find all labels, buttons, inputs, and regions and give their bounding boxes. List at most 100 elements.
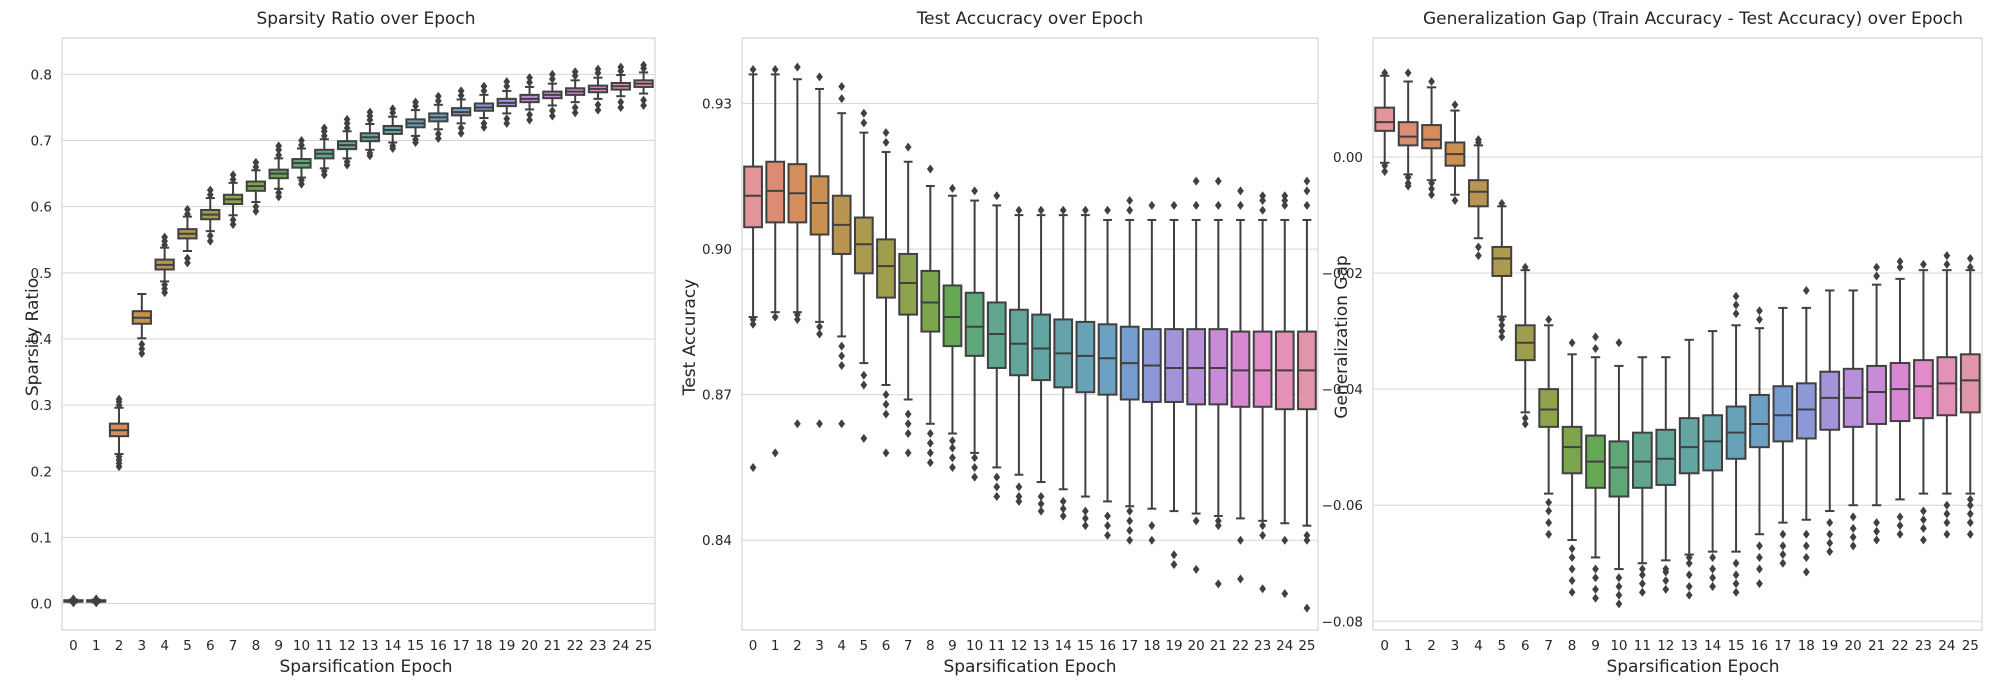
outlier-marker [548, 69, 556, 79]
x-tick-label: 6 [1521, 638, 1530, 654]
outlier-marker [1281, 200, 1289, 210]
outlier-marker [138, 344, 146, 354]
outlier-marker [1966, 518, 1974, 528]
outlier-marker [1428, 178, 1435, 188]
outlier-marker [1685, 570, 1693, 580]
box-21 [1208, 176, 1229, 589]
box-body [765, 160, 786, 224]
x-tick-label: 16 [430, 638, 447, 654]
x-tick-label: 2 [115, 638, 124, 654]
y-tick-label: 0.6 [31, 200, 52, 216]
outlier-marker [457, 86, 465, 96]
outlier-marker [1943, 509, 1951, 519]
x-tick-label: 20 [1845, 638, 1862, 654]
outlier-marker [1732, 309, 1740, 319]
outlier-marker [184, 258, 191, 268]
outlier-marker [640, 100, 647, 110]
box-body [1866, 364, 1887, 425]
x-tick-label: 7 [1544, 638, 1553, 654]
outlier-marker [771, 312, 779, 322]
outlier-marker [838, 351, 846, 361]
outlier-marker [1826, 547, 1834, 557]
outlier-marker [412, 134, 419, 144]
box-12 [1655, 356, 1677, 594]
outlier-marker [838, 341, 846, 351]
box-7 [1538, 314, 1560, 539]
outlier-marker [1966, 494, 1974, 504]
outlier-marker [320, 131, 328, 141]
outlier-marker [115, 452, 123, 462]
outlier-marker [526, 77, 533, 87]
x-tick-label: 7 [229, 638, 238, 654]
outlier-marker [184, 253, 191, 263]
outlier-marker [1192, 176, 1200, 186]
box-body [986, 301, 1007, 369]
outlier-marker [1104, 511, 1111, 521]
box-17 [1119, 196, 1140, 545]
outlier-marker [1849, 523, 1857, 533]
y-tick-label: 0.8 [31, 67, 52, 83]
x-tick-label: 20 [521, 638, 538, 654]
y-tick-label: 0.84 [702, 533, 732, 549]
y-tick-label: 0.5 [31, 266, 52, 282]
outlier-marker [366, 107, 374, 117]
outlier-marker [904, 428, 912, 438]
x-tick-label: 24 [1938, 638, 1955, 654]
outlier-marker [1685, 581, 1693, 591]
outlier-marker [860, 118, 868, 128]
outlier-marker [882, 137, 890, 147]
outlier-marker [1059, 205, 1067, 215]
outlier-marker [1498, 320, 1506, 330]
box-23 [1913, 259, 1934, 545]
outlier-marker [571, 102, 579, 112]
outlier-marker [389, 104, 397, 114]
outlier-marker [860, 433, 868, 443]
box-body [1397, 121, 1419, 147]
outlier-marker [434, 91, 442, 101]
outlier-marker [571, 108, 579, 118]
x-tick-label: 18 [1143, 638, 1160, 654]
outlier-marker [1873, 271, 1880, 281]
box-7 [898, 142, 919, 458]
box-17 [451, 86, 472, 138]
x-tick-label: 19 [1821, 638, 1838, 654]
outlier-marker [1802, 567, 1810, 577]
outlier-marker [457, 128, 465, 138]
outlier-marker [1126, 526, 1134, 536]
outlier-marker [1170, 200, 1178, 210]
box-10 [964, 186, 985, 482]
box-9 [1585, 332, 1606, 603]
outlier-marker [1966, 500, 1974, 510]
outlier-marker [860, 380, 868, 390]
outlier-marker [1849, 512, 1857, 522]
outlier-marker [1732, 587, 1740, 597]
box-10 [291, 136, 312, 189]
x-tick-label: 1 [1404, 638, 1413, 654]
outlier-marker [1059, 496, 1067, 506]
outlier-marker [480, 86, 488, 96]
outlier-marker [1126, 535, 1134, 545]
outlier-marker [971, 186, 978, 196]
box-body [1959, 353, 1981, 414]
outlier-marker [1281, 589, 1289, 599]
box-body [1031, 313, 1051, 382]
outlier-marker [1592, 573, 1599, 583]
box-0 [63, 594, 84, 608]
box-15 [1725, 291, 1747, 597]
y-tick-label: 0.87 [702, 388, 732, 404]
box-body [1009, 308, 1029, 377]
box-body [1186, 328, 1207, 406]
outlier-marker [1104, 530, 1111, 540]
outlier-marker [115, 394, 123, 404]
outlier-marker [1920, 535, 1927, 545]
x-tick-label: 15 [1727, 638, 1744, 654]
outlier-marker [526, 110, 533, 120]
outlier-marker [949, 462, 956, 472]
outlier-marker [1638, 564, 1646, 574]
x-tick-label: 18 [475, 638, 492, 654]
y-axis-label-generalization-gap: Generalization Gap [1332, 255, 1352, 418]
box-3 [809, 72, 830, 429]
y-tick-label: 0.2 [31, 464, 52, 480]
box-24 [610, 62, 631, 112]
box-body [1795, 382, 1817, 440]
